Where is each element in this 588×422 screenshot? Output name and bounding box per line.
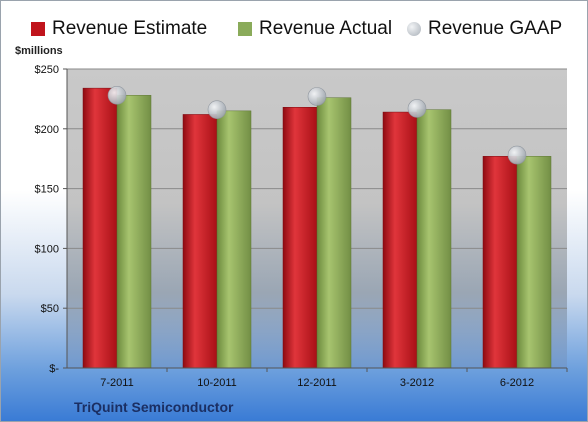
bar-revenue-estimate-3-2012: [382, 111, 418, 369]
legend-item-revenue-estimate: Revenue Estimate: [31, 18, 207, 40]
legend-swatch-revenue-estimate: [31, 22, 45, 36]
legend-label-revenue-gaap: Revenue GAAP: [428, 18, 563, 39]
bar-revenue-actual-7-2011: [116, 95, 152, 369]
legend-item-revenue-actual: Revenue Actual: [238, 18, 392, 40]
y-tick-label-0: $-: [49, 363, 59, 375]
x-tick-label-3-2012: 3-2012: [400, 377, 434, 389]
bar-revenue-estimate-10-2011: [182, 114, 218, 369]
legend-swatch-revenue-actual: [238, 22, 252, 36]
bar-revenue-actual-12-2011: [316, 97, 352, 369]
point-revenue-gaap-6-2012: [507, 145, 527, 165]
legend-marker-revenue-gaap: [407, 22, 421, 36]
bar-revenue-actual-3-2012: [416, 109, 452, 369]
legend-item-revenue-gaap: Revenue GAAP: [407, 18, 562, 40]
point-revenue-gaap-10-2011: [207, 100, 227, 119]
bar-revenue-estimate-7-2011: [82, 87, 118, 369]
y-axis-unit-label: $millions: [15, 45, 63, 57]
company-name: TriQuint Semiconductor: [74, 399, 234, 415]
y-tick-label-4: $200: [35, 124, 59, 136]
x-tick-label-10-2011: 10-2011: [197, 377, 237, 389]
x-tick-label-12-2011: 12-2011: [297, 377, 337, 389]
y-tick-label-3: $150: [35, 184, 59, 196]
legend-label-revenue-actual: Revenue Actual: [259, 18, 393, 39]
bar-revenue-estimate-6-2012: [482, 156, 518, 369]
bar-revenue-actual-10-2011: [216, 110, 252, 369]
point-revenue-gaap-12-2011: [307, 87, 327, 106]
y-tick-label-1: $50: [41, 303, 59, 315]
y-tick-label-2: $100: [35, 243, 59, 255]
point-revenue-gaap-7-2011: [107, 86, 127, 105]
x-tick-label-6-2012: 6-2012: [500, 377, 534, 389]
legend-label-revenue-estimate: Revenue Estimate: [52, 18, 208, 39]
bar-revenue-actual-6-2012: [516, 156, 552, 369]
x-tick-label-7-2011: 7-2011: [100, 377, 133, 389]
point-revenue-gaap-3-2012: [407, 99, 427, 118]
bar-revenue-estimate-12-2011: [282, 107, 318, 369]
y-tick-label-5: $250: [35, 64, 59, 76]
